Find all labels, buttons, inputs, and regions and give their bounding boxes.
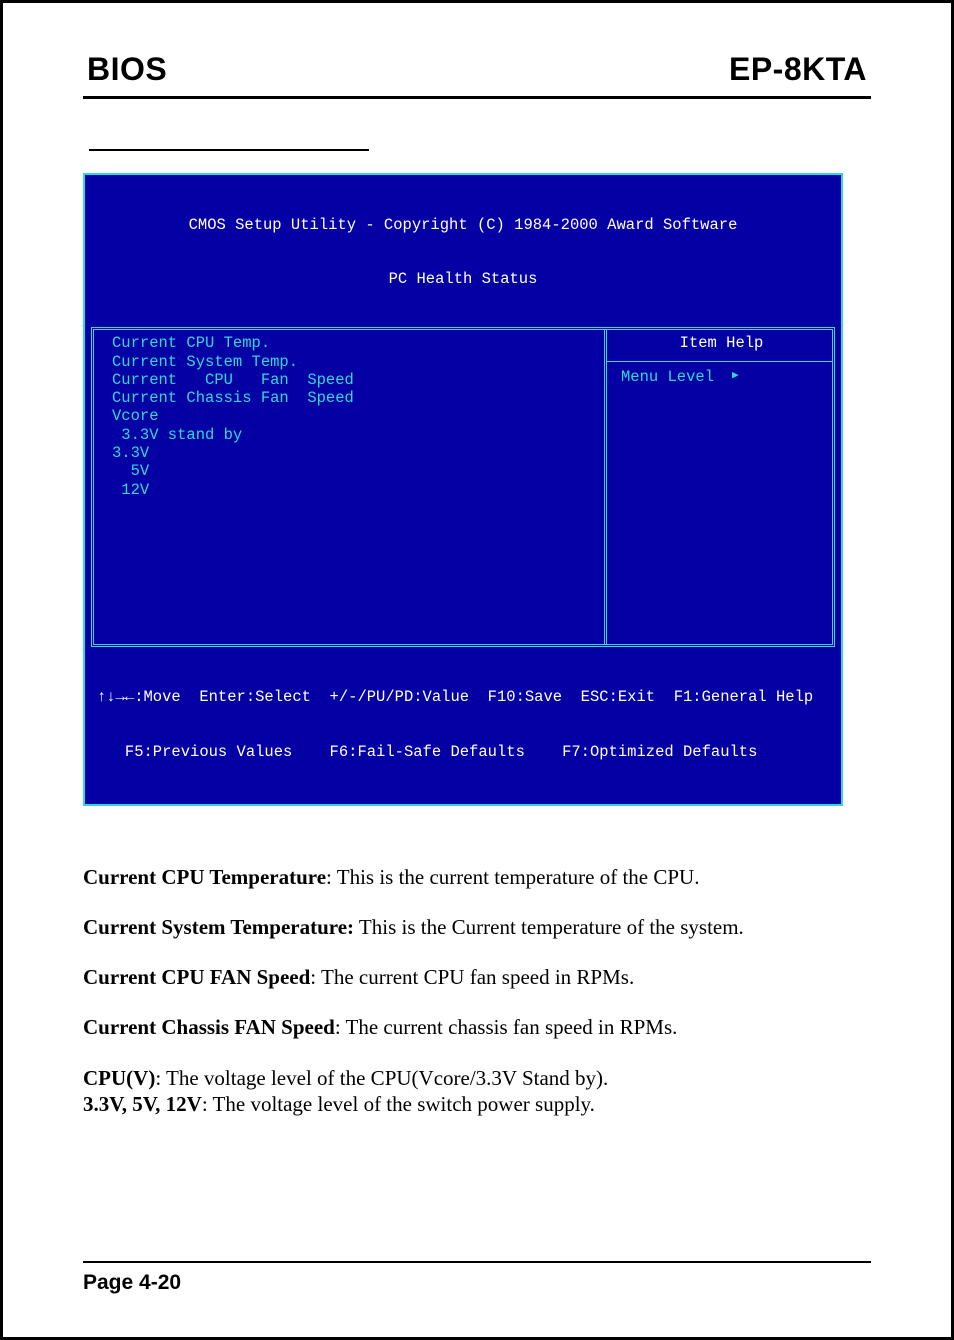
bios-health-item: 3.3V [112,444,592,462]
bios-health-item: Current Chassis Fan Speed [112,389,592,407]
page-footer: Page 4-20 [83,1261,871,1295]
definition-desc: : The current chassis fan speed in RPMs. [335,1015,678,1039]
bios-health-item: Current CPU Temp. [112,334,592,352]
definition-desc: : The voltage level of the switch power … [202,1092,595,1116]
definition-term: Current CPU FAN Speed [83,965,310,989]
bios-help-panel: Item Help Menu Level ▶ [604,330,832,644]
bios-health-item: Current CPU Fan Speed [112,371,592,389]
definition-term: Current System Temperature: [83,915,354,939]
bios-screenshot: CMOS Setup Utility - Copyright (C) 1984-… [83,173,843,806]
definition-paragraph: 3.3V, 5V, 12V: The voltage level of the … [83,1091,871,1117]
menu-level-row: Menu Level ▶ [621,368,822,386]
triangle-right-icon: ▶ [732,370,739,383]
section-underline [89,149,369,151]
header-right-title: EP-8KTA [729,51,867,88]
bios-title: CMOS Setup Utility - Copyright (C) 1984-… [85,175,841,327]
bios-health-item: Vcore [112,407,592,425]
bios-footer-line2: F5:Previous Values F6:Fail-Safe Defaults… [97,743,829,761]
header-left-title: BIOS [87,51,167,88]
definition-desc: : This is the current temperature of the… [326,865,699,889]
definition-paragraph: Current CPU Temperature: This is the cur… [83,864,871,890]
definition-term: CPU(V) [83,1066,155,1090]
definition-term: 3.3V, 5V, 12V [83,1092,202,1116]
definition-paragraph: Current CPU FAN Speed: The current CPU f… [83,964,871,990]
definition-desc: : The current CPU fan speed in RPMs. [310,965,634,989]
page-number: Page 4-20 [83,1271,871,1295]
menu-level-label: Menu Level [621,368,714,386]
bios-footer-line1: ↑↓→←:Move Enter:Select +/-/PU/PD:Value F… [97,688,829,706]
definition-paragraph: Current Chassis FAN Speed: The current c… [83,1014,871,1040]
definition-term: Current Chassis FAN Speed [83,1015,335,1039]
bios-health-item: 3.3V stand by [112,426,592,444]
definition-paragraph: Current System Temperature: This is the … [83,914,871,940]
bios-title-line2: PC Health Status [91,270,835,288]
definition-paragraph: CPU(V): The voltage level of the CPU(Vco… [83,1065,871,1091]
bios-frame: Current CPU Temp.Current System Temp.Cur… [91,327,835,647]
page-container: BIOS EP-8KTA CMOS Setup Utility - Copyri… [0,0,954,1340]
definitions-section: Current CPU Temperature: This is the cur… [83,864,871,1142]
footer-rule [83,1261,871,1263]
definition-desc: This is the Current temperature of the s… [354,915,744,939]
definition-term: Current CPU Temperature [83,865,326,889]
spacer [83,99,871,149]
bios-left-panel: Current CPU Temp.Current System Temp.Cur… [94,330,604,644]
bios-health-item: 5V [112,462,592,480]
bios-footer: ↑↓→←:Move Enter:Select +/-/PU/PD:Value F… [85,647,841,803]
page-header: BIOS EP-8KTA [83,51,871,94]
bios-help-title: Item Help [621,334,822,352]
bios-health-item: Current System Temp. [112,353,592,371]
bios-title-line1: CMOS Setup Utility - Copyright (C) 1984-… [91,216,835,234]
bios-help-separator [607,361,832,362]
definition-desc: : The voltage level of the CPU(Vcore/3.3… [155,1066,608,1090]
bios-health-item: 12V [112,481,592,499]
